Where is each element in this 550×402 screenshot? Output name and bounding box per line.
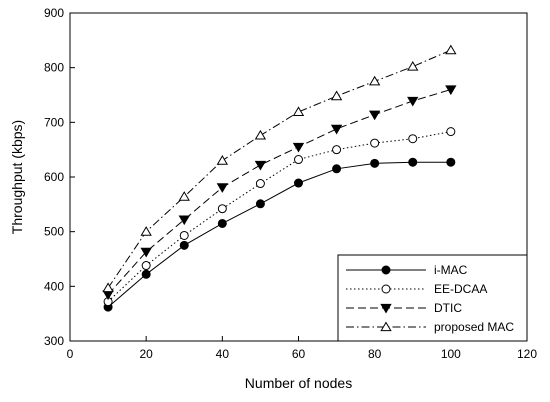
legend-label: i-MAC bbox=[434, 263, 468, 277]
y-tick-label: 700 bbox=[44, 115, 64, 129]
legend-marker bbox=[380, 303, 392, 314]
data-point bbox=[330, 90, 343, 101]
y-tick-label: 500 bbox=[44, 225, 64, 239]
x-tick-label: 60 bbox=[292, 347, 306, 361]
data-point bbox=[216, 155, 229, 165]
legend-marker bbox=[381, 265, 391, 275]
series-dtic bbox=[102, 85, 457, 301]
data-point bbox=[294, 155, 303, 165]
x-tick-label: 40 bbox=[216, 347, 230, 361]
x-axis-title: Number of nodes bbox=[245, 375, 352, 391]
data-point bbox=[254, 129, 267, 140]
x-tick-label: 120 bbox=[517, 347, 537, 361]
y-tick-label: 800 bbox=[44, 61, 64, 75]
data-point bbox=[179, 230, 189, 240]
data-point bbox=[445, 44, 457, 55]
legend-item: proposed MAC bbox=[346, 320, 514, 334]
series-proposed-mac bbox=[102, 44, 457, 293]
legend: i-MAC EE-DCAA DTIC proposed MAC bbox=[337, 254, 528, 342]
x-tick-label: 80 bbox=[368, 347, 382, 361]
data-point bbox=[446, 157, 456, 167]
data-point bbox=[332, 164, 342, 174]
data-point bbox=[332, 145, 342, 155]
x-tick-label: 20 bbox=[139, 347, 153, 361]
data-point bbox=[368, 75, 381, 86]
series-line bbox=[107, 161, 451, 308]
y-tick-label: 400 bbox=[44, 279, 64, 293]
data-point bbox=[407, 61, 419, 71]
data-point bbox=[368, 110, 381, 121]
legend-label: DTIC bbox=[434, 301, 462, 315]
series-layer bbox=[102, 44, 457, 312]
legend-label: EE-DCAA bbox=[434, 282, 487, 296]
data-point bbox=[217, 218, 227, 228]
y-axis-title: Throughput (kbps) bbox=[9, 120, 25, 234]
series-ee-dcaa bbox=[103, 127, 456, 307]
data-point bbox=[294, 178, 303, 188]
data-point bbox=[216, 183, 229, 193]
axis-ticks: 0 20 40 60 80 100 120 300 400 500 600 700 800 900 bbox=[44, 6, 537, 361]
x-tick-label: 0 bbox=[67, 347, 74, 361]
x-tick-label: 100 bbox=[441, 347, 461, 361]
legend-marker bbox=[380, 321, 392, 332]
data-point bbox=[408, 134, 418, 144]
data-point bbox=[292, 106, 305, 117]
y-tick-label: 300 bbox=[44, 334, 64, 348]
data-point bbox=[446, 127, 456, 137]
legend-label: proposed MAC bbox=[434, 320, 514, 334]
legend-marker bbox=[381, 284, 391, 294]
y-tick-label: 600 bbox=[44, 170, 64, 184]
plot-frame bbox=[69, 12, 528, 342]
legend-item: EE-DCAA bbox=[346, 282, 487, 296]
data-point bbox=[140, 226, 152, 236]
series-line bbox=[107, 49, 452, 289]
data-point bbox=[370, 158, 380, 168]
legend-item: DTIC bbox=[346, 301, 462, 315]
data-point bbox=[255, 179, 265, 189]
legend-item: i-MAC bbox=[346, 263, 468, 277]
data-point bbox=[178, 191, 190, 201]
data-point bbox=[141, 261, 151, 271]
data-point bbox=[408, 157, 418, 167]
data-point bbox=[179, 240, 189, 250]
data-point bbox=[407, 96, 419, 107]
data-point bbox=[292, 142, 305, 153]
data-point bbox=[141, 269, 151, 279]
data-point bbox=[140, 247, 152, 258]
data-point bbox=[255, 199, 265, 209]
data-point bbox=[178, 215, 190, 226]
series-line bbox=[107, 89, 451, 295]
data-point bbox=[217, 204, 227, 214]
data-point bbox=[370, 138, 380, 148]
data-point bbox=[102, 282, 114, 293]
data-point bbox=[254, 160, 267, 171]
y-tick-label: 900 bbox=[44, 6, 64, 20]
data-point bbox=[445, 85, 457, 96]
series-line bbox=[107, 131, 451, 303]
data-point bbox=[330, 124, 343, 135]
